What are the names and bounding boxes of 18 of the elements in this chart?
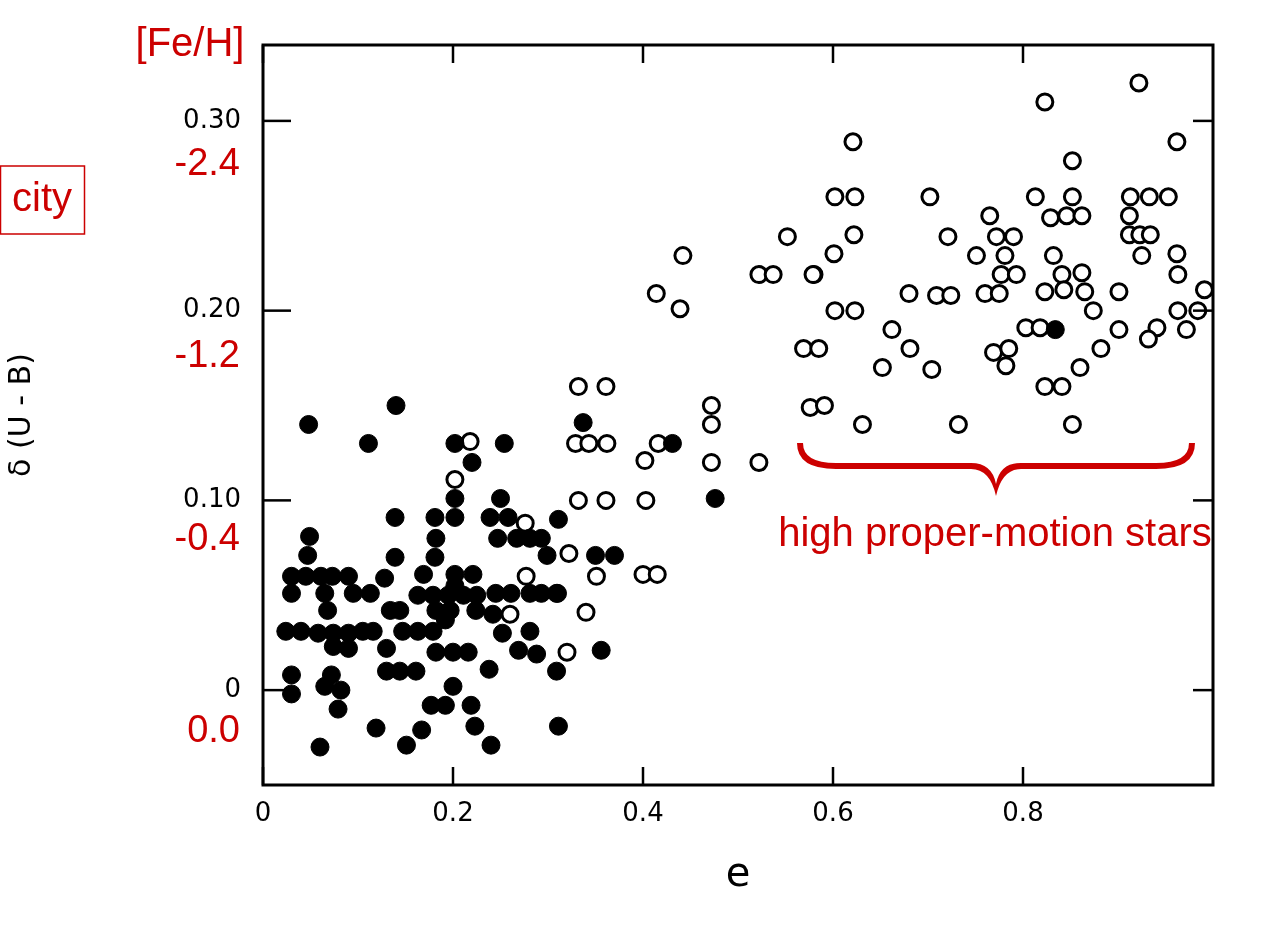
x-tick-label: 0.8 (1002, 797, 1044, 828)
x-axis-title: e (725, 849, 751, 896)
text: 0.0 (187, 708, 240, 751)
y-tick-label: 0.30 (183, 103, 241, 134)
x-tick-label: 0.2 (432, 797, 474, 828)
y-tick-label: 0 (224, 672, 241, 703)
x-tick-label: 0 (254, 797, 272, 828)
x-tick-label: 0.6 (812, 797, 854, 828)
y-tick-label: 0.10 (183, 483, 241, 514)
text: city (12, 175, 72, 220)
text: [Fe/H] (135, 20, 245, 65)
x-tick-label: 0.4 (622, 797, 664, 828)
y-axis-title: δ (U - B) (1, 353, 37, 477)
y-tick-label: 0.20 (183, 293, 241, 324)
text: -1.2 (174, 333, 240, 376)
text: -2.4 (174, 141, 240, 184)
text: -0.4 (174, 516, 240, 559)
annotation: high proper-motion stars (778, 510, 1212, 555)
